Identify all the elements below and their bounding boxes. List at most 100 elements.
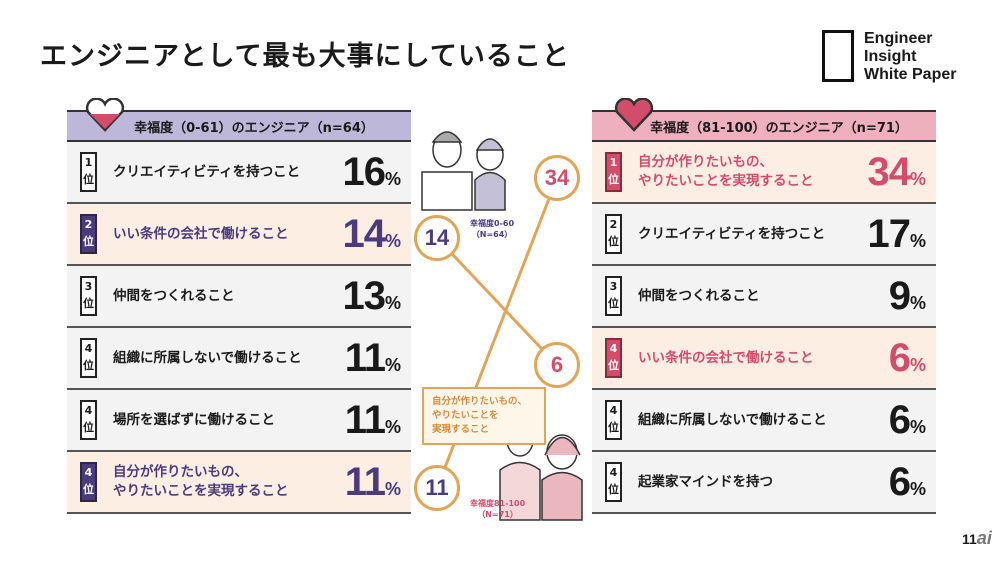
percentage: 6% [889, 398, 926, 443]
rank-number: 4 [84, 404, 93, 417]
ranking-label: いい条件の会社で働けること [113, 225, 289, 242]
rank-number: 2 [84, 218, 93, 231]
percentage: 11% [345, 460, 401, 505]
logo: Engineer Insight White Paper [822, 30, 956, 84]
logo-line: White Paper [864, 66, 957, 83]
percent-unit: % [384, 416, 401, 437]
percentage: 6% [889, 336, 926, 381]
percentage-value: 13 [342, 273, 385, 318]
heart-icon [614, 98, 654, 132]
group-label-low: 幸福度0-60 （N=64） [470, 219, 515, 239]
percentage: 11% [345, 398, 401, 443]
rank-number: 3 [609, 280, 618, 293]
rank-number: 1 [609, 156, 618, 169]
percent-unit: % [384, 292, 401, 313]
percentage-value: 34 [867, 149, 910, 194]
heart-icon [85, 98, 125, 132]
rank-number: 1 [84, 156, 93, 169]
rank-suffix: 位 [608, 483, 619, 496]
ranking-label: クリエイティビティを持つこと [113, 163, 301, 180]
percent-unit: % [909, 416, 926, 437]
rank-suffix: 位 [83, 359, 94, 372]
percent-unit: % [384, 354, 401, 375]
callout-box: 自分が作りたいもの、 やりたいことを 実現すること [422, 387, 546, 445]
watermark-logo: ai [976, 528, 992, 548]
percent-unit: % [909, 354, 926, 375]
rank-number: 4 [609, 342, 618, 355]
rank-number: 4 [84, 466, 93, 479]
ranking-label: 自分が作りたいもの、 やりたいことを実現すること [638, 154, 814, 189]
rank-suffix: 位 [608, 421, 619, 434]
percentage-value: 11 [344, 335, 386, 380]
rank-suffix: 位 [608, 235, 619, 248]
percentage: 9% [889, 274, 926, 319]
percentage-value: 6 [888, 335, 911, 380]
percentage-value: 6 [888, 459, 911, 504]
percentage: 13% [342, 274, 401, 319]
group-label-high: 幸福度81-100 （N=71） [470, 499, 526, 519]
percentage: 34% [867, 150, 926, 195]
percent-unit: % [909, 292, 926, 313]
ranking-label: 仲間をつくれること [113, 287, 235, 304]
rank-suffix: 位 [608, 173, 619, 186]
rank-number: 2 [609, 218, 618, 231]
ranking-label: いい条件の会社で働けること [638, 349, 814, 366]
rank-number: 4 [609, 466, 618, 479]
percentage-value: 17 [867, 211, 910, 256]
percentage: 14% [342, 212, 401, 257]
rank-suffix: 位 [83, 173, 94, 186]
rank-suffix: 位 [608, 297, 619, 310]
value-circle-6: 6 [534, 342, 580, 388]
percent-unit: % [384, 168, 401, 189]
value-circle-11: 11 [414, 465, 460, 511]
logo-line: Engineer [864, 30, 933, 47]
page-number-text: 11 [962, 531, 977, 547]
ranking-label: クリエイティビティを持つこと [638, 225, 826, 242]
rank-suffix: 位 [83, 421, 94, 434]
ranking-label: 自分が作りたいもの、 やりたいことを実現すること [113, 464, 289, 499]
percentage-value: 6 [888, 397, 911, 442]
person-illustration-low [421, 131, 506, 211]
rank-suffix: 位 [608, 359, 619, 372]
percentage-value: 9 [888, 273, 911, 318]
page-title: エンジニアとして最も大事にしていること [40, 41, 570, 72]
logo-line: Insight [864, 48, 917, 65]
percentage: 17% [867, 212, 926, 257]
value-circle-14: 14 [414, 215, 460, 261]
ranking-label: 組織に所属しないで働けること [638, 411, 827, 428]
rank-suffix: 位 [83, 235, 94, 248]
percent-unit: % [384, 478, 401, 499]
percentage: 16% [342, 150, 401, 195]
percent-unit: % [384, 230, 401, 251]
percentage-value: 11 [344, 459, 386, 504]
rank-number: 4 [84, 342, 93, 355]
rank-suffix: 位 [83, 297, 94, 310]
rank-suffix: 位 [83, 483, 94, 496]
person-illustration-high [499, 423, 583, 521]
panel-header: 幸福度（0-61）のエンジニア（n=64） [67, 110, 411, 142]
percent-unit: % [909, 168, 926, 189]
percentage: 11% [345, 336, 401, 381]
